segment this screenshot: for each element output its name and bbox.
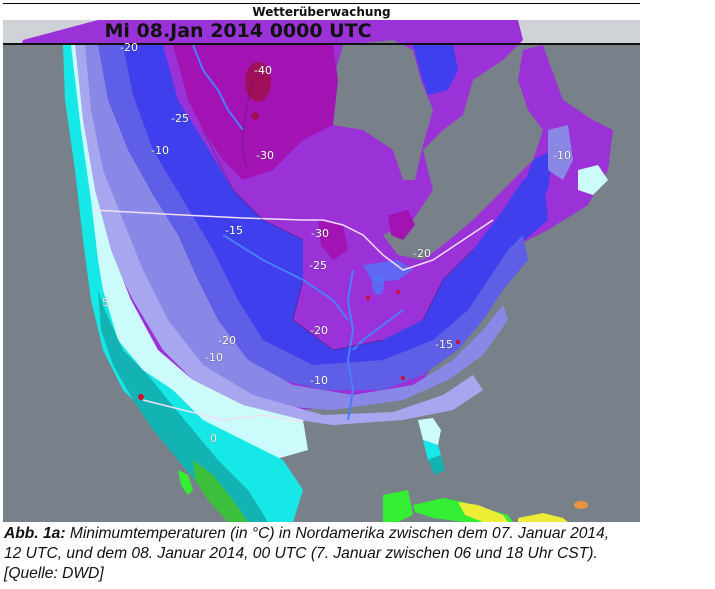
- zone-minus20-25-labrador: [413, 45, 458, 95]
- zone-minus30-40-east: [388, 210, 415, 240]
- gulf-of-mexico: [293, 415, 433, 522]
- border-us-mexico: [142, 399, 304, 423]
- contour-label: -20: [120, 41, 138, 54]
- figure-caption: Abb. 1a: Minimumtemperaturen (in °C) in …: [4, 524, 709, 584]
- zone-5-10: [98, 290, 268, 522]
- contour-label: -25: [171, 112, 189, 125]
- contour-label: -15: [225, 224, 243, 237]
- lake-michigan: [372, 275, 384, 295]
- florida-tip: [428, 455, 445, 475]
- zone-minus10-15: [83, 45, 508, 410]
- contour-label: 0: [210, 432, 217, 445]
- contour-label: -10: [310, 374, 328, 387]
- zone-15-20-baja: [178, 470, 193, 495]
- zone-below-minus40: [245, 62, 271, 102]
- contour-label: -30: [256, 149, 274, 162]
- title-rule: [3, 43, 640, 45]
- station-dot: [456, 340, 460, 344]
- contour-label: -25: [309, 259, 327, 272]
- caption-line-1-text: Minimumtemperaturen (in °C) in Nordameri…: [65, 525, 610, 542]
- zone-minus5-0-newfoundland: [578, 165, 608, 195]
- contour-label: -30: [311, 227, 329, 240]
- station-dot: [366, 296, 370, 300]
- zone-10-15: [193, 460, 248, 522]
- caption-label: Abb. 1a:: [4, 525, 66, 542]
- pacific: [3, 45, 223, 522]
- contour-lines: [202, 79, 474, 351]
- river-mackenzie: [192, 44, 244, 131]
- florida-south-cyan: [423, 440, 441, 460]
- contour-label: -10: [553, 149, 571, 162]
- hispaniola: [518, 513, 568, 522]
- zone-minus30-40-west: [318, 220, 348, 260]
- station-dot: [401, 376, 405, 380]
- atlantic-south: [423, 210, 640, 480]
- zone-minus20-25-quebec-east: [518, 150, 553, 210]
- station-dot: [138, 394, 144, 400]
- zone-minus5-10: [73, 45, 483, 425]
- cuba-east-yellow: [458, 502, 508, 522]
- contour-label: -15: [435, 338, 453, 351]
- caption-line-1: Abb. 1a: Minimumtemperaturen (in °C) in …: [4, 524, 709, 544]
- river-mississippi: [346, 269, 355, 421]
- title-band: Mi 08.Jan 2014 0000 UTC: [3, 20, 640, 43]
- map-title: Mi 08.Jan 2014 0000 UTC: [104, 20, 372, 42]
- zone-minus10-15-newfoundland: [548, 125, 573, 180]
- contour-label: 5: [102, 296, 109, 309]
- top-rule: [3, 3, 640, 4]
- contour-label: -10: [151, 144, 169, 157]
- zone-below-minus40-small: [251, 112, 259, 120]
- caption-line-3: [Quelle: DWD]: [4, 565, 104, 582]
- map-canvas: [3, 20, 640, 522]
- supertitle: Wetterüberwachung: [252, 5, 391, 19]
- contour-label: -10: [205, 351, 223, 364]
- contour-label: -20: [218, 334, 236, 347]
- atlantic: [543, 45, 640, 140]
- yucatan: [383, 490, 413, 522]
- border-us-canada: [92, 209, 494, 271]
- puerto-rico: [574, 501, 588, 509]
- florida: [418, 418, 441, 445]
- contour-label: -40: [254, 64, 272, 77]
- contour-label: -20: [310, 324, 328, 337]
- caption-line-2: 12 UTC, und dem 08. Januar 2014, 00 UTC …: [4, 545, 598, 562]
- contour-label: -20: [413, 247, 431, 260]
- station-dot: [396, 290, 400, 294]
- temperature-map: Mi 08.Jan 2014 0000 UTC -20 -40 -25 -10 …: [3, 20, 640, 522]
